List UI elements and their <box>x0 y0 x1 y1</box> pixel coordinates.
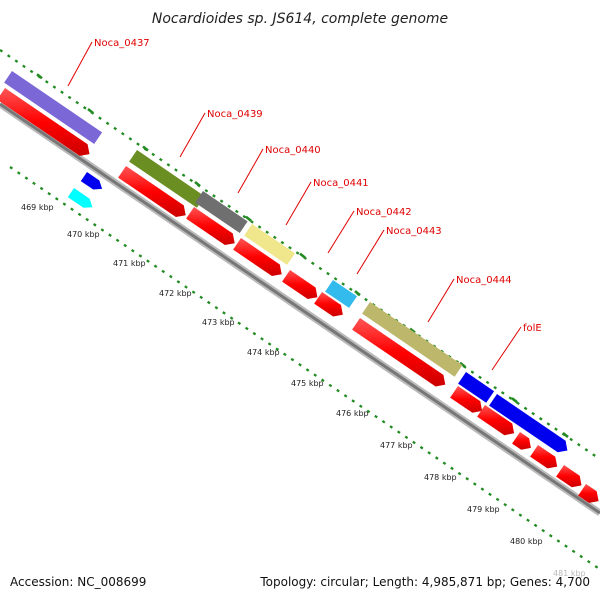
kbp-tick-label: 473 kbp <box>202 318 235 327</box>
cds-arrow <box>512 432 531 450</box>
gene-noca-0442 <box>325 280 357 308</box>
cds-arrow <box>477 405 515 436</box>
gene-label-leader <box>285 181 312 226</box>
gene-label: folE <box>523 323 542 334</box>
kbp-tick-label: 479 kbp <box>467 505 500 514</box>
gene-label: Noca_0443 <box>386 226 442 237</box>
kbp-tick-label: 471 kbp <box>113 259 146 268</box>
cds-arrow <box>118 166 186 217</box>
cds-arrow <box>282 270 318 299</box>
gene-noca-0441 <box>244 224 295 265</box>
gene-label: Noca_0440 <box>265 145 321 156</box>
rna-blue <box>80 172 103 190</box>
kbp-tick-label: 475 kbp <box>291 379 324 388</box>
gene-label: Noca_0441 <box>313 178 369 189</box>
kbp-tick-label: 469 kbp <box>21 203 54 212</box>
kbp-tick-labels: 469 kbp 470 kbp 471 kbp 472 kbp 473 kbp 474 k… <box>21 203 586 578</box>
cds-arrow <box>352 318 446 387</box>
kbp-tick-label: 481 kbp <box>553 569 586 578</box>
cds-arrow <box>233 238 282 276</box>
gene-noca-0440 <box>195 191 248 233</box>
gene-label-leader <box>327 210 355 254</box>
gene-label-leader <box>179 112 206 158</box>
cds-arrow <box>186 207 235 245</box>
genome-backbone <box>0 101 600 516</box>
cds-arrow <box>314 292 343 317</box>
gene-label-leader <box>491 326 522 371</box>
gene-noca-0439 <box>129 150 205 208</box>
cds-arrow <box>0 88 90 156</box>
accession-label: Accession: NC_008699 <box>10 575 146 589</box>
kbp-tick-label: 470 kbp <box>67 230 100 239</box>
gene-label-leader <box>356 229 385 275</box>
gene-fole <box>489 394 568 453</box>
gene-label: Noca_0439 <box>207 109 263 120</box>
kbp-tick-label: 477 kbp <box>380 441 413 450</box>
kbp-tick-label: 476 kbp <box>336 409 369 418</box>
rna-cyan <box>67 188 93 208</box>
cds-track <box>0 88 599 503</box>
gc-skew-track <box>0 49 596 457</box>
gene-label-leader <box>427 278 455 323</box>
cds-arrow <box>530 445 558 469</box>
gene-label: Noca_0437 <box>94 38 150 49</box>
kbp-tick-label: 472 kbp <box>159 289 192 298</box>
map-title: Nocardioides sp. JS614, complete genome <box>152 11 448 27</box>
cds-arrow <box>556 465 582 488</box>
gene-label-track: Noca_0437 Noca_0439 Noca_0440 Noca_0441 Noca… <box>67 38 542 371</box>
kbp-tick-label: 478 kbp <box>424 473 457 482</box>
gene-label-leader <box>237 148 264 194</box>
kbp-scale-track <box>9 166 599 569</box>
gene-noca-0437 <box>4 71 103 144</box>
feature-track <box>4 71 568 453</box>
kbp-tick-label: 480 kbp <box>510 537 543 546</box>
gene-label: Noca_0442 <box>356 207 412 218</box>
cds-arrow <box>578 484 599 503</box>
gene-noca-0444 <box>362 302 463 377</box>
cds-arrow <box>450 386 483 413</box>
gene-label: Noca_0444 <box>456 275 512 286</box>
gene-fole-left <box>458 372 495 403</box>
kbp-tick-label: 474 kbp <box>247 348 280 357</box>
topology-label: Topology: circular; Length: 4,985,871 bp… <box>259 575 590 589</box>
gene-label-leader <box>67 41 93 87</box>
